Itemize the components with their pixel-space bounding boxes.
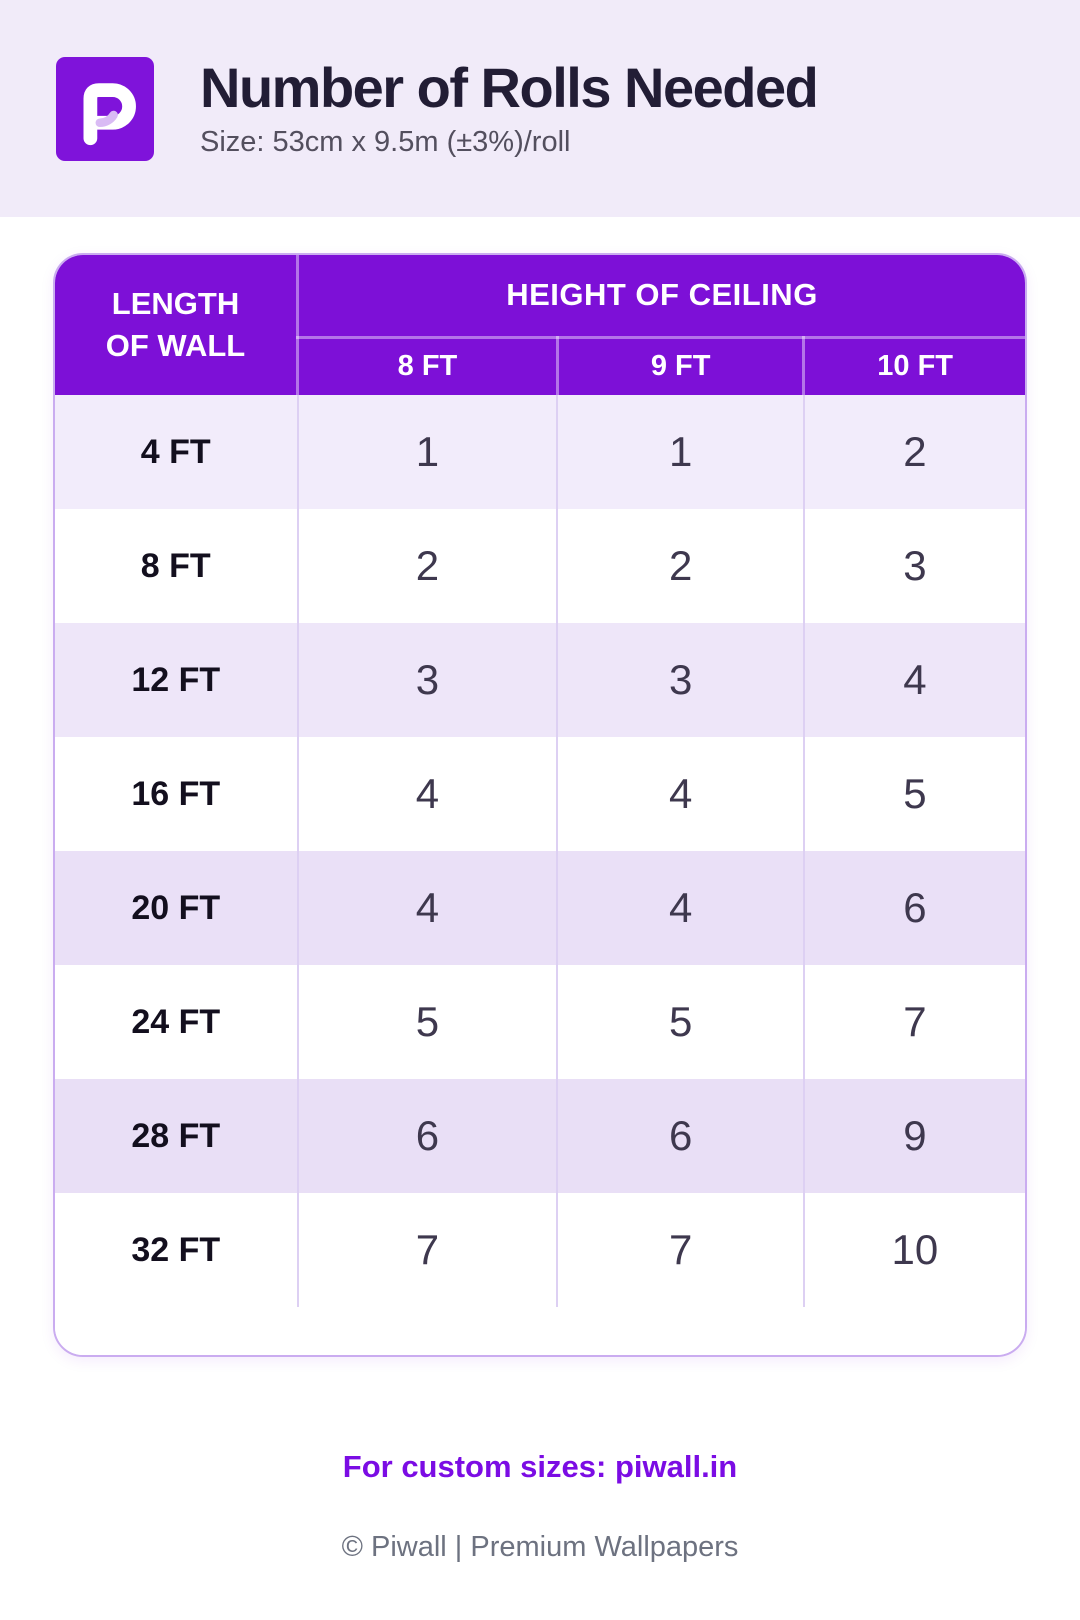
piwall-logo-icon — [83, 82, 136, 145]
length-of-wall-line1: LENGTH — [111, 286, 240, 322]
table-row: 8 FT 2 2 3 — [55, 509, 1025, 623]
value-cell: 6 — [557, 1079, 805, 1193]
column-group-header-height-of-ceiling: HEIGHT OF CEILING — [297, 255, 1025, 339]
header-band: Number of Rolls Needed Size: 53cm x 9.5m… — [0, 0, 1080, 217]
value-cell: 7 — [903, 998, 927, 1045]
value-cell: 4 — [557, 737, 805, 851]
table-row: 4 FT 1 1 2 — [55, 395, 1025, 509]
row-label-cell: 12 FT — [55, 623, 299, 737]
value-cell: 4 — [297, 737, 559, 851]
rolls-table-card: LENGTH OF WALL HEIGHT OF CEILING 8 FT 9 … — [53, 253, 1027, 1357]
value-cell: 5 — [903, 770, 927, 817]
row-label-cell: 28 FT — [55, 1079, 299, 1193]
header-row-columns: 8 FT 9 FT 10 FT — [55, 337, 1025, 395]
table-row: 12 FT 3 3 4 — [55, 623, 1025, 737]
value-cell: 6 — [903, 884, 927, 931]
column-header-10ft: 10 FT — [803, 337, 1025, 395]
table-row: 24 FT 5 5 7 — [55, 965, 1025, 1079]
table-row: 32 FT 7 7 10 — [55, 1193, 1025, 1307]
header-row-group: LENGTH OF WALL HEIGHT OF CEILING — [55, 255, 1025, 395]
length-of-wall-line2: OF WALL — [105, 328, 246, 363]
rolls-table: LENGTH OF WALL HEIGHT OF CEILING 8 FT 9 … — [55, 255, 1025, 1307]
value-cell: 4 — [297, 851, 559, 965]
value-cell: 7 — [297, 1193, 559, 1307]
custom-sizes-link[interactable]: For custom sizes: piwall.in — [342, 1449, 738, 1484]
value-cell: 1 — [297, 395, 559, 509]
value-cell: 9 — [903, 1112, 927, 1159]
value-cell: 4 — [903, 656, 927, 703]
roll-size-subtitle: Size: 53cm x 9.5m (±3%)/roll — [200, 126, 571, 158]
column-header-8ft: 8 FT — [297, 337, 559, 395]
row-label-cell: 32 FT — [55, 1193, 299, 1307]
value-cell: 2 — [903, 428, 927, 475]
value-cell: 4 — [557, 851, 805, 965]
value-cell: 2 — [297, 509, 559, 623]
table-row: 16 FT 4 4 5 — [55, 737, 1025, 851]
table-row: 20 FT 4 4 6 — [55, 851, 1025, 965]
value-cell: 10 — [891, 1226, 939, 1273]
row-label-cell: 16 FT — [55, 737, 299, 851]
header-titles: Number of Rolls Needed Size: 53cm x 9.5m… — [200, 56, 819, 158]
value-cell: 3 — [297, 623, 559, 737]
column-header-9ft: 9 FT — [557, 337, 806, 395]
value-cell: 3 — [903, 542, 927, 589]
card-bottom-padding — [55, 1307, 1025, 1355]
row-label-cell: 24 FT — [55, 965, 299, 1079]
value-cell: 5 — [557, 965, 805, 1079]
copyright-text: © Piwall | Premium Wallpapers — [341, 1531, 739, 1563]
row-label-cell: 4 FT — [55, 395, 299, 509]
value-cell: 1 — [557, 395, 805, 509]
value-cell: 6 — [297, 1079, 559, 1193]
value-cell: 5 — [297, 965, 559, 1079]
table-row: 28 FT 6 6 9 — [55, 1079, 1025, 1193]
row-label-cell: 20 FT — [55, 851, 299, 965]
column-header-length-of-wall: LENGTH OF WALL — [55, 255, 299, 395]
value-cell: 7 — [557, 1193, 805, 1307]
row-label-cell: 8 FT — [55, 509, 299, 623]
piwall-logo — [56, 56, 154, 161]
value-cell: 2 — [557, 509, 805, 623]
page-title: Number of Rolls Needed — [200, 56, 819, 119]
value-cell: 3 — [557, 623, 805, 737]
